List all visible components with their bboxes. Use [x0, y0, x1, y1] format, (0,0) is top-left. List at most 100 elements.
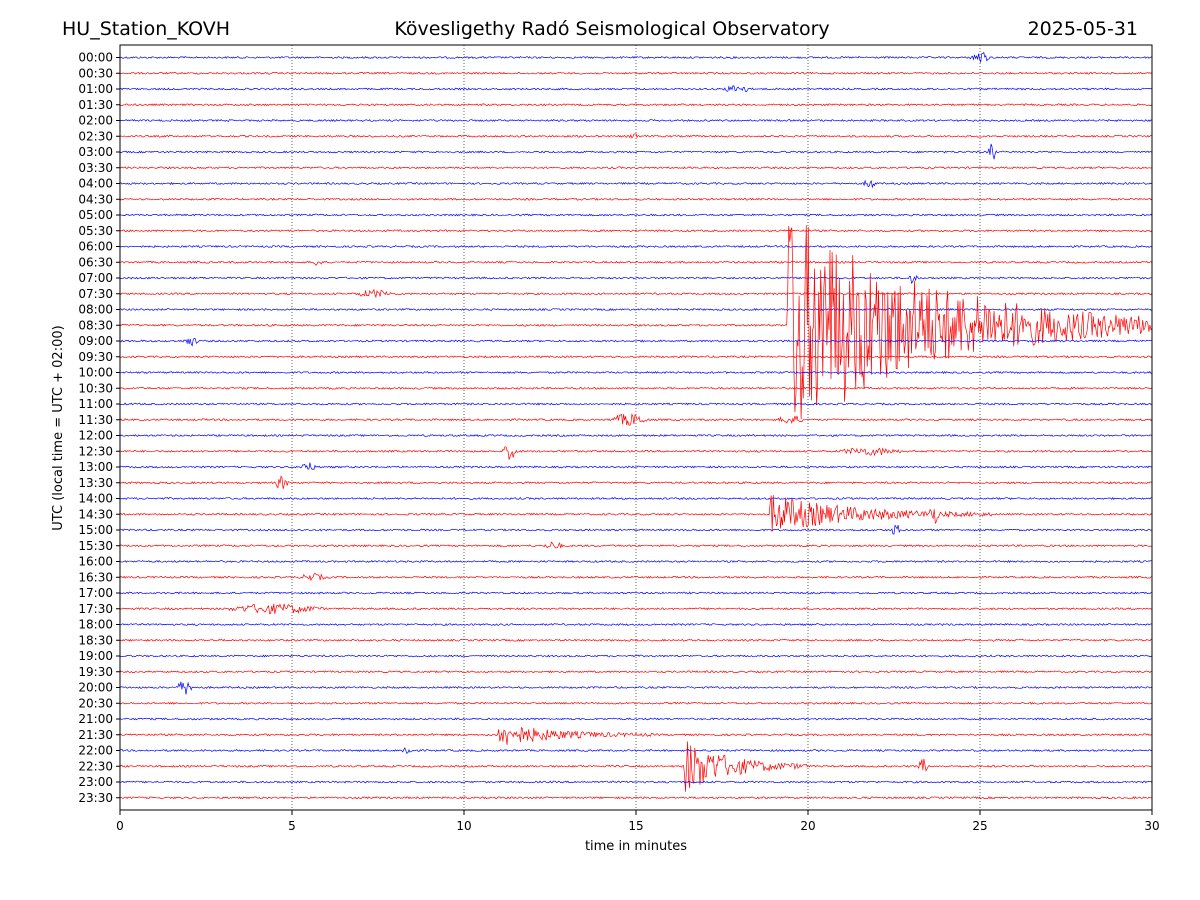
y-tick-label: 17:30: [78, 602, 113, 616]
y-tick-label: 21:00: [78, 712, 113, 726]
y-tick-label: 16:30: [78, 570, 113, 584]
trace-1930: [119, 670, 1153, 674]
trace-0330: [119, 166, 1153, 170]
trace-1000: [120, 370, 1153, 375]
y-tick-label: 07:00: [78, 271, 113, 285]
x-axis-ticks: 0 5 10 15 20 25 30: [116, 810, 1160, 833]
trace-1500: [119, 524, 1153, 535]
grid-lines: [291, 45, 981, 810]
y-tick-label: 06:30: [78, 255, 113, 269]
trace-0300: [119, 143, 1153, 160]
y-tick-label: 17:00: [78, 586, 113, 600]
y-tick-label: 01:00: [78, 82, 113, 96]
trace-1230: [119, 446, 1153, 460]
trace-0000: [119, 51, 1153, 64]
y-tick-label: 19:30: [78, 665, 113, 679]
trace-1030: [119, 386, 1153, 390]
trace-1330: [119, 475, 1153, 489]
y-tick-label: 18:30: [78, 633, 113, 647]
y-tick-label: 08:00: [78, 303, 113, 317]
station-name: HU_Station_KOVH: [62, 18, 230, 40]
y-tick-label: 23:30: [78, 791, 113, 805]
trace-1530: [119, 541, 1153, 549]
y-tick-label: 13:00: [78, 460, 113, 474]
trace-0630: [120, 260, 1153, 266]
trace-1100: [119, 402, 1153, 406]
trace-1630: [119, 572, 1152, 582]
x-tick-label: 10: [456, 819, 471, 833]
x-tick-label: 15: [628, 819, 643, 833]
y-tick-label: 21:30: [78, 728, 113, 742]
trace-0700: [119, 275, 1153, 284]
y-tick-label: 03:30: [78, 161, 113, 175]
y-tick-label: 00:30: [78, 66, 113, 80]
y-tick-label: 03:00: [78, 145, 113, 159]
y-tick-label: 01:30: [78, 98, 113, 112]
trace-1700: [119, 591, 1153, 595]
chart-title: Kövesligethy Radó Seismological Observat…: [394, 18, 829, 40]
trace-0030: [119, 71, 1153, 75]
y-tick-label: 05:00: [78, 208, 113, 222]
trace-0830: [119, 225, 1153, 419]
trace-0100: [119, 85, 1152, 93]
y-tick-label: 20:30: [78, 696, 113, 710]
plot-frame: [119, 44, 1153, 811]
y-tick-label: 07:30: [78, 287, 113, 301]
trace-0600: [119, 244, 1153, 249]
trace-0500: [119, 213, 1153, 217]
x-axis-label: time in minutes: [585, 839, 687, 854]
y-tick-label: 20:00: [78, 681, 113, 695]
date-label: 2025-05-31: [1028, 18, 1138, 40]
y-tick-label: 05:30: [78, 224, 113, 238]
trace-0800: [119, 307, 1153, 312]
y-tick-label: 16:00: [78, 555, 113, 569]
trace-1200: [119, 433, 1153, 438]
trace-2030: [119, 701, 1153, 705]
y-tick-label: 04:00: [78, 177, 113, 191]
x-tick-label: 25: [972, 819, 987, 833]
trace-0400: [119, 179, 1153, 189]
y-tick-label: 02:00: [78, 114, 113, 128]
trace-0200: [119, 118, 1153, 123]
trace-rows: [119, 51, 1153, 800]
trace-2100: [119, 717, 1153, 721]
y-tick-label: 04:30: [78, 192, 113, 206]
x-tick-label: 30: [1144, 819, 1159, 833]
y-tick-label: 14:30: [78, 507, 113, 521]
x-tick-label: 5: [288, 819, 296, 833]
trace-1430: [119, 495, 1153, 532]
trace-2300: [120, 780, 1153, 784]
trace-1400: [119, 496, 1153, 501]
trace-1830: [119, 638, 1153, 642]
trace-0530: [119, 229, 1153, 233]
trace-1600: [119, 559, 1153, 564]
trace-1730: [119, 603, 1153, 615]
y-tick-label: 22:00: [78, 744, 113, 758]
y-tick-label: 09:00: [78, 334, 113, 348]
trace-1800: [119, 622, 1153, 626]
trace-1300: [119, 462, 1153, 470]
trace-0430: [119, 197, 1153, 201]
trace-0130: [119, 103, 1153, 107]
trace-2130: [119, 726, 1153, 745]
trace-2000: [119, 681, 1153, 695]
y-tick-label: 15:30: [78, 539, 113, 553]
y-tick-label: 19:00: [78, 649, 113, 663]
trace-0230: [119, 133, 1153, 139]
y-tick-label: 10:00: [78, 366, 113, 380]
y-tick-label: 12:30: [78, 444, 113, 458]
trace-2330: [119, 796, 1153, 800]
x-tick-label: 0: [116, 819, 124, 833]
y-tick-label: 06:00: [78, 240, 113, 254]
y-tick-label: 15:00: [78, 523, 113, 537]
trace-0730: [119, 288, 1153, 299]
x-tick-label: 20: [800, 819, 815, 833]
y-tick-label: 11:00: [78, 397, 113, 411]
y-tick-label: 08:30: [78, 318, 113, 332]
trace-2230: [119, 741, 1153, 792]
trace-0930: [119, 355, 1153, 359]
y-tick-label: 02:30: [78, 129, 113, 143]
